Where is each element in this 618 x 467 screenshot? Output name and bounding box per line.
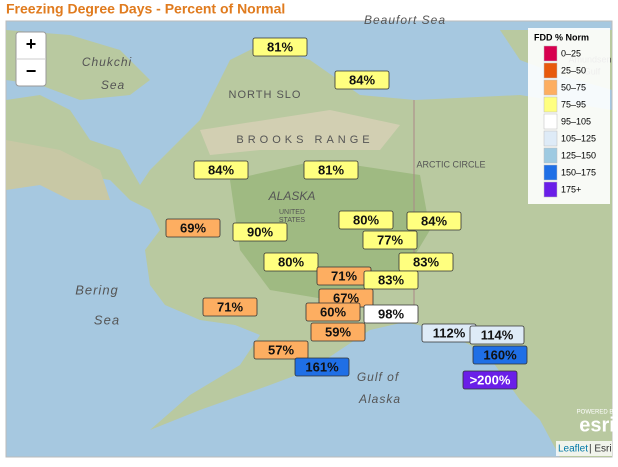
station-label: 80% — [278, 254, 304, 269]
station-label: 60% — [320, 304, 346, 319]
attribution: POWERED BY esri Leaflet | Esri — [556, 410, 617, 456]
station-label: 160% — [483, 347, 517, 362]
map-label: UNITED — [279, 209, 305, 216]
map-label: Chukchi — [82, 55, 132, 69]
station-label: 57% — [268, 342, 294, 357]
station-label: 69% — [180, 220, 206, 235]
map-label: NORTH SLO — [229, 89, 302, 101]
legend-label: 125–150 — [561, 150, 596, 160]
legend: FDD % Norm 0–25 25–50 50–75 75–95 95–105 105–… — [528, 28, 610, 204]
station-marker — [202, 297, 258, 317]
station-marker — [363, 270, 419, 290]
station-label: 112% — [433, 325, 466, 340]
esri-credit: | Esri — [589, 444, 612, 455]
zoom-out[interactable]: − — [26, 61, 37, 81]
legend-label: 105–125 — [561, 133, 596, 143]
legend-label: 75–95 — [561, 99, 586, 109]
station-marker — [253, 340, 309, 360]
legend-swatch — [543, 113, 558, 130]
station-marker — [310, 322, 366, 342]
map-label: Gulf of — [357, 370, 400, 384]
station-label: 161% — [305, 359, 339, 374]
map-label: Sea — [101, 78, 125, 92]
legend-swatch — [543, 181, 558, 198]
station-label: 71% — [217, 299, 243, 314]
station-marker — [363, 304, 419, 324]
station-marker — [398, 252, 454, 272]
station-marker — [472, 345, 528, 365]
station-marker — [338, 210, 394, 230]
zoom-in[interactable]: + — [26, 34, 37, 54]
legend-label: 0–25 — [561, 48, 581, 58]
legend-swatch — [543, 130, 558, 147]
station-label: 77% — [377, 232, 403, 247]
station-marker — [263, 252, 319, 272]
brooks-range — [200, 110, 400, 155]
map-label: ALASKA — [268, 189, 316, 203]
powered-by: POWERED BY — [577, 410, 618, 416]
title: Freezing Degree Days - Percent of Normal — [6, 1, 285, 17]
station-label: 90% — [247, 224, 273, 239]
esri-logo: esri — [579, 414, 615, 436]
station-marker — [294, 357, 350, 377]
station-marker — [334, 70, 390, 90]
legend-label: 175+ — [561, 184, 581, 194]
map-label: Bering — [75, 282, 119, 297]
station-marker — [406, 211, 462, 231]
station-label: 67% — [333, 290, 359, 305]
station-label: 71% — [331, 268, 357, 283]
station-label: 81% — [318, 162, 344, 177]
station-marker — [462, 370, 518, 390]
legend-label: 25–50 — [561, 65, 586, 75]
station-label: 59% — [325, 324, 351, 339]
legend-swatch — [543, 45, 558, 62]
legend-title: FDD % Norm — [534, 32, 589, 42]
station-marker — [362, 230, 418, 250]
siberia — [6, 140, 110, 200]
map-label: BROOKS RANGE — [236, 134, 373, 146]
station-marker — [305, 302, 361, 322]
station-marker — [303, 160, 359, 180]
station-marker — [232, 222, 288, 242]
legend-box — [528, 28, 610, 204]
station-label: 84% — [208, 162, 234, 177]
station-label: >200% — [470, 372, 511, 387]
legend-swatch — [543, 96, 558, 113]
attribution-box — [556, 441, 612, 456]
station-label: 114% — [481, 327, 514, 342]
leaflet-link[interactable]: Leaflet — [558, 444, 588, 455]
station-label: 83% — [378, 272, 404, 287]
legend-swatch — [543, 147, 558, 164]
legend-label: 150–175 — [561, 167, 596, 177]
station-marker — [193, 160, 249, 180]
station-label: 81% — [267, 39, 293, 54]
legend-swatch — [543, 79, 558, 96]
station-marker — [469, 325, 525, 345]
station-marker — [252, 37, 308, 57]
station-label: 84% — [349, 72, 375, 87]
station-label: 84% — [421, 213, 447, 228]
legend-label: 50–75 — [561, 82, 586, 92]
station-label: 83% — [413, 254, 439, 269]
legend-label: 95–105 — [561, 116, 591, 126]
map-label: STATES — [279, 217, 306, 224]
map-label: ARCTIC CIRCLE — [416, 159, 485, 169]
map-label: Alaska — [358, 392, 401, 406]
zoom-control: + − — [15, 31, 47, 87]
legend-swatch — [543, 164, 558, 181]
legend-swatch — [543, 62, 558, 79]
map-label: Sea — [94, 312, 120, 327]
map-label: Beaufort Sea — [364, 13, 446, 27]
station-label: 98% — [378, 306, 404, 321]
station-label: 80% — [353, 212, 379, 227]
station-marker — [165, 218, 221, 238]
